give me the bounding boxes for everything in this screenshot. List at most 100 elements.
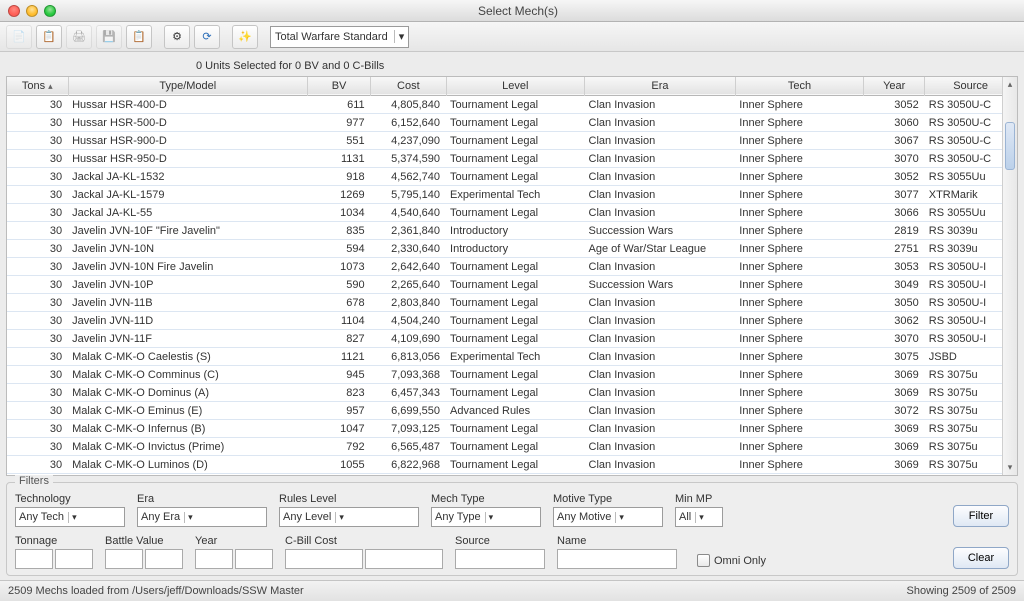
cell-model: Javelin JVN-10F "Fire Javelin"	[68, 221, 307, 239]
table-row[interactable]: 30Javelin JVN-10N5942,330,640Introductor…	[7, 239, 1017, 257]
table-row[interactable]: 30Malak C-MK-O Eminus (E)9576,699,550Adv…	[7, 401, 1017, 419]
table-row[interactable]: 30Javelin JVN-10N Fire Javelin10732,642,…	[7, 257, 1017, 275]
cell-year: 3069	[864, 383, 925, 401]
year-max-input[interactable]	[235, 549, 273, 569]
cell-level: Tournament Legal	[446, 437, 585, 455]
table-row[interactable]: 30Malak C-MK-O Invictus (Prime)7926,565,…	[7, 437, 1017, 455]
col-type-model[interactable]: Type/Model	[68, 77, 307, 95]
toolbar-clipboard[interactable]: 📋	[126, 25, 152, 49]
table-row[interactable]: 30Javelin JVN-11F8274,109,690Tournament …	[7, 329, 1017, 347]
cell-year: 3069	[864, 419, 925, 437]
col-tech[interactable]: Tech	[735, 77, 863, 95]
cell-tons: 30	[7, 311, 68, 329]
table-row[interactable]: 30Jackal JA-KL-15329184,562,740Tournamen…	[7, 167, 1017, 185]
col-era[interactable]: Era	[585, 77, 736, 95]
motive-select[interactable]: Any Motive▾	[553, 507, 663, 527]
refresh-icon: ⟳	[202, 30, 211, 43]
cell-era: Clan Invasion	[585, 365, 736, 383]
rules-select[interactable]: Any Level▾	[279, 507, 419, 527]
toolbar-save[interactable]: 💾	[96, 25, 122, 49]
table-row[interactable]: 30Malak C-MK-O Mi75810,101,4…Experimenta…	[7, 473, 1017, 476]
tonnage-min-input[interactable]	[15, 549, 53, 569]
bv-max-input[interactable]	[145, 549, 183, 569]
cell-year: 3069	[864, 437, 925, 455]
filter-button[interactable]: Filter	[953, 505, 1009, 527]
cell-tons: 30	[7, 203, 68, 221]
col-bv[interactable]: BV	[307, 77, 370, 95]
bv-min-input[interactable]	[105, 549, 143, 569]
cell-tons: 30	[7, 383, 68, 401]
table-row[interactable]: 30Malak C-MK-O Comminus (C)9457,093,368T…	[7, 365, 1017, 383]
scroll-up-icon[interactable]: ▴	[1003, 77, 1017, 92]
cell-bv: 1034	[307, 203, 370, 221]
table-row[interactable]: 30Jackal JA-KL-157912695,795,140Experime…	[7, 185, 1017, 203]
cell-bv: 611	[307, 95, 370, 113]
col-cost[interactable]: Cost	[371, 77, 446, 95]
table-row[interactable]: 30Javelin JVN-11B6782,803,840Tournament …	[7, 293, 1017, 311]
scrollbar[interactable]: ▴ ▾	[1002, 77, 1017, 475]
omni-label: Omni Only	[714, 555, 766, 567]
name-input[interactable]	[557, 549, 677, 569]
year-min-input[interactable]	[195, 549, 233, 569]
cell-bv: 590	[307, 275, 370, 293]
toolbar-wand[interactable]: ✨	[232, 25, 258, 49]
cell-level: Tournament Legal	[446, 95, 585, 113]
era-select[interactable]: Any Era▾	[137, 507, 267, 527]
close-icon[interactable]	[8, 5, 20, 17]
mechtype-select[interactable]: Any Type▾	[431, 507, 541, 527]
clear-button[interactable]: Clear	[953, 547, 1009, 569]
table-row[interactable]: 30Javelin JVN-11D11044,504,240Tournament…	[7, 311, 1017, 329]
cell-era: Clan Invasion	[585, 131, 736, 149]
cell-era: Succession Wars	[585, 275, 736, 293]
cell-model: Malak C-MK-O Eminus (E)	[68, 401, 307, 419]
col-tons[interactable]: Tons	[7, 77, 68, 95]
cell-tech: Inner Sphere	[735, 257, 863, 275]
year-label: Year	[195, 535, 273, 547]
table-row[interactable]: 30Malak C-MK-O Luminos (D)10556,822,968T…	[7, 455, 1017, 473]
filters-legend: Filters	[15, 475, 53, 487]
tonnage-max-input[interactable]	[55, 549, 93, 569]
cell-model: Jackal JA-KL-1579	[68, 185, 307, 203]
table-row[interactable]: 30Hussar HSR-900-D5514,237,090Tournament…	[7, 131, 1017, 149]
table-row[interactable]: 30Hussar HSR-950-D11315,374,590Tournamen…	[7, 149, 1017, 167]
table-row[interactable]: 30Javelin JVN-10F "Fire Javelin"8352,361…	[7, 221, 1017, 239]
scroll-thumb[interactable]	[1005, 122, 1015, 170]
table-row[interactable]: 30Malak C-MK-O Caelestis (S)11216,813,05…	[7, 347, 1017, 365]
cell-level: Experimental Tech	[446, 347, 585, 365]
minimize-icon[interactable]	[26, 5, 38, 17]
cell-year: 3071	[864, 473, 925, 476]
cell-model: Malak C-MK-O Mi	[68, 473, 307, 476]
cbill-min-input[interactable]	[285, 549, 363, 569]
cbill-max-input[interactable]	[365, 549, 443, 569]
scroll-down-icon[interactable]: ▾	[1003, 460, 1017, 475]
toolbar-copy[interactable]: 📋	[36, 25, 62, 49]
table-row[interactable]: 30Malak C-MK-O Dominus (A)8236,457,343To…	[7, 383, 1017, 401]
source-input[interactable]	[455, 549, 545, 569]
cell-level: Tournament Legal	[446, 311, 585, 329]
toolbar: 📄 📋 🖨 💾 📋 ⚙ ⟳ ✨ Total Warfare Standard ▾	[0, 22, 1024, 52]
toolbar-new[interactable]: 📄	[6, 25, 32, 49]
cell-tons: 30	[7, 113, 68, 131]
chevron-down-icon: ▾	[68, 512, 77, 523]
col-level[interactable]: Level	[446, 77, 585, 95]
table-row[interactable]: 30Hussar HSR-500-D9776,152,640Tournament…	[7, 113, 1017, 131]
minmp-select[interactable]: All▾	[675, 507, 723, 527]
toolbar-refresh[interactable]: ⟳	[194, 25, 220, 49]
cell-model: Malak C-MK-O Dominus (A)	[68, 383, 307, 401]
scroll-track[interactable]	[1003, 92, 1017, 460]
table-row[interactable]: 30Hussar HSR-400-D6114,805,840Tournament…	[7, 95, 1017, 113]
zoom-icon[interactable]	[44, 5, 56, 17]
cell-cost: 6,152,640	[371, 113, 446, 131]
table-row[interactable]: 30Malak C-MK-O Infernus (B)10477,093,125…	[7, 419, 1017, 437]
col-year[interactable]: Year	[864, 77, 925, 95]
table-row[interactable]: 30Javelin JVN-10P5902,265,640Tournament …	[7, 275, 1017, 293]
table-row[interactable]: 30Jackal JA-KL-5510344,540,640Tournament…	[7, 203, 1017, 221]
cell-cost: 5,374,590	[371, 149, 446, 167]
toolbar-print[interactable]: 🖨	[66, 25, 92, 49]
technology-select[interactable]: Any Tech▾	[15, 507, 125, 527]
motive-label: Motive Type	[553, 493, 663, 505]
omni-only-checkbox[interactable]: Omni Only	[697, 554, 766, 567]
toolbar-settings[interactable]: ⚙	[164, 25, 190, 49]
gear-icon: ⚙	[172, 30, 182, 43]
ruleset-select[interactable]: Total Warfare Standard ▾	[270, 26, 409, 48]
